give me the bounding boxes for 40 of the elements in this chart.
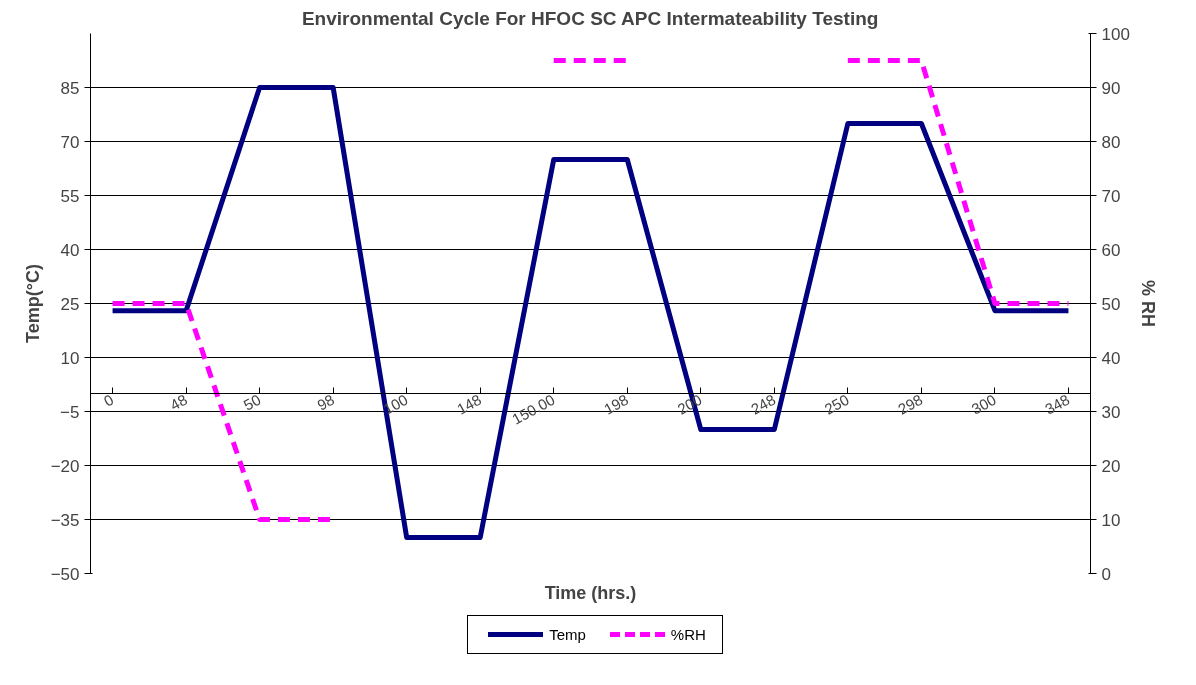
x-axis-title: Time (hrs.) (544, 583, 637, 603)
y-tick-label: 10 (60, 348, 80, 368)
y-tick-label: −50 (50, 564, 80, 584)
x-tick-label: 148 (453, 390, 485, 418)
x-tick-label: 348 (1042, 390, 1073, 418)
x-tick-label: 200 (674, 390, 705, 418)
x-tick-label: 48 (167, 390, 190, 414)
y2-axis-title: % RH (1137, 280, 1158, 328)
y2-tick-label: 60 (1101, 240, 1121, 260)
x-tick-label: 98 (314, 390, 337, 414)
x-tick-label: 300 (968, 390, 999, 418)
y-tick-label: 85 (60, 78, 80, 98)
y2-tick-label: 40 (1101, 348, 1121, 368)
y2-tick-label: 20 (1101, 456, 1121, 476)
y-tick-label: 70 (60, 132, 80, 152)
y2-tick-label: 0 (1101, 564, 1111, 584)
legend-label: %RH (670, 626, 706, 643)
x-tick-label: 50 (240, 390, 264, 414)
y2-tick-label: 10 (1101, 510, 1121, 530)
x-tick-label: 0 (100, 390, 117, 410)
y-tick-label: −20 (50, 456, 80, 476)
y-tick-label: 40 (60, 240, 80, 260)
y-tick-label: 25 (60, 294, 80, 314)
y-axis-title: Temp(°C) (22, 264, 43, 343)
legend-label: Temp (549, 626, 586, 643)
x-tick-label: 100 (380, 390, 411, 418)
y2-tick-label: 90 (1101, 78, 1121, 98)
y-tick-label: −35 (50, 510, 80, 530)
y2-tick-label: 70 (1101, 186, 1121, 206)
chart-title: Environmental Cycle For HFOC SC APC Intermateability Testing (301, 7, 879, 29)
y2-tick-label: 30 (1101, 402, 1121, 422)
y2-tick-label: 80 (1101, 132, 1121, 152)
x-tick-label: 248 (748, 390, 779, 418)
y-tick-label: 55 (60, 186, 80, 206)
x-tick-label: 198 (600, 390, 632, 418)
x-tick-label: 298 (895, 390, 926, 418)
y2-tick-label: 100 (1101, 24, 1130, 44)
y-tick-label: −5 (60, 402, 80, 422)
y2-tick-label: 50 (1101, 294, 1121, 314)
x-tick-label: 250 (821, 390, 852, 418)
